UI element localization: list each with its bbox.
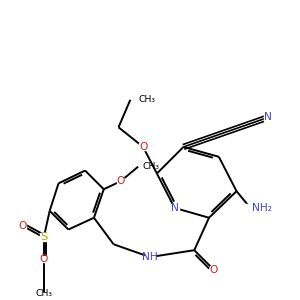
Text: N: N bbox=[171, 203, 178, 213]
Bar bbox=[117, 178, 124, 185]
Text: O: O bbox=[18, 220, 26, 231]
Bar bbox=[171, 205, 178, 212]
Text: S: S bbox=[40, 232, 47, 242]
Bar bbox=[145, 254, 155, 260]
Bar bbox=[40, 233, 48, 241]
Bar bbox=[18, 222, 26, 229]
Bar bbox=[264, 114, 272, 121]
Text: O: O bbox=[210, 265, 218, 275]
Bar bbox=[139, 143, 147, 150]
Bar bbox=[40, 256, 48, 262]
Text: NH: NH bbox=[142, 252, 158, 262]
Text: O: O bbox=[40, 254, 48, 264]
Text: O: O bbox=[116, 176, 125, 186]
Bar bbox=[210, 266, 218, 273]
Text: O: O bbox=[139, 142, 147, 152]
Bar bbox=[244, 205, 257, 212]
Text: CH₃: CH₃ bbox=[35, 289, 52, 298]
Text: N: N bbox=[264, 112, 272, 122]
Text: NH₂: NH₂ bbox=[252, 203, 272, 213]
Text: CH₃: CH₃ bbox=[142, 162, 159, 171]
Text: CH₃: CH₃ bbox=[138, 95, 155, 104]
